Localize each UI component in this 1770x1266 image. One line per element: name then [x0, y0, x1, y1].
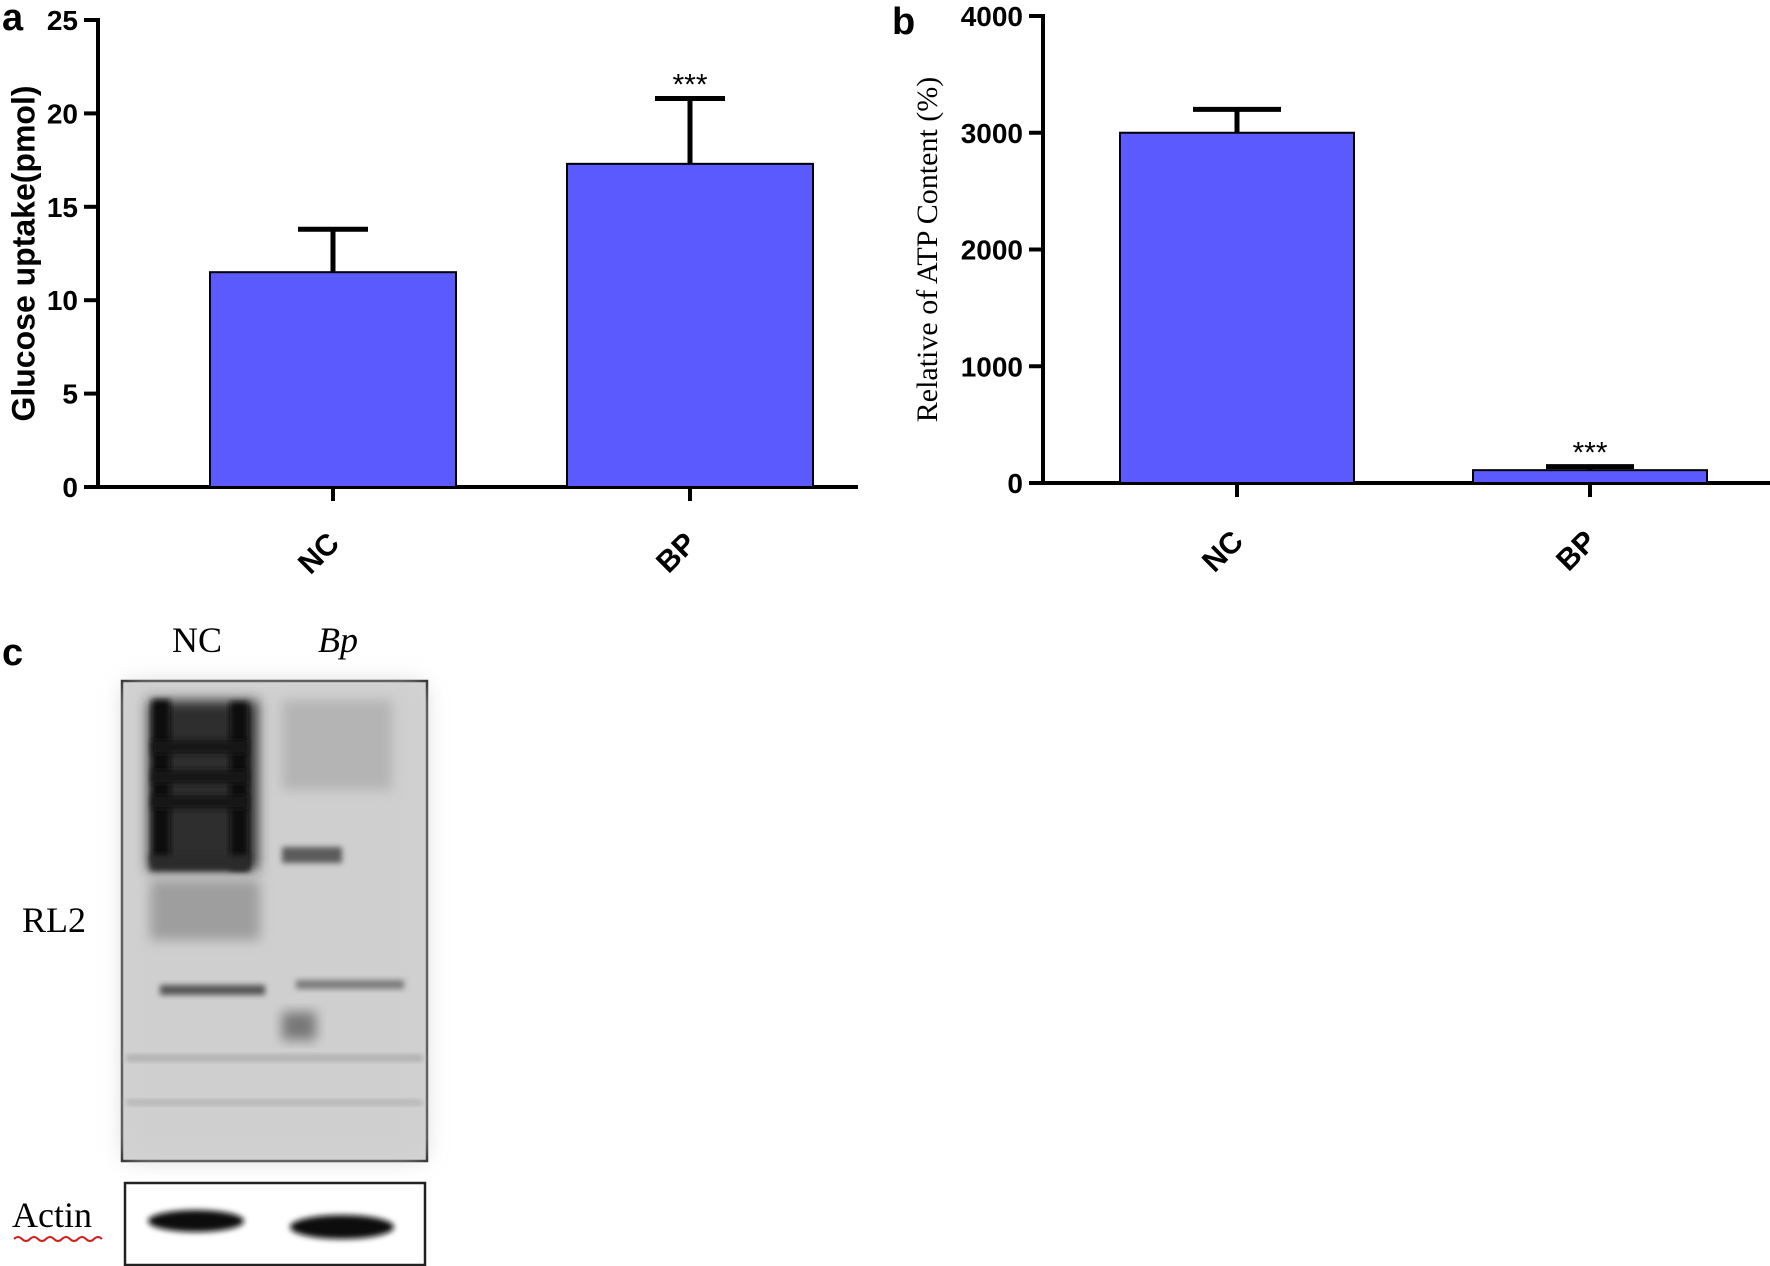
y-tick-label: 0: [62, 472, 78, 503]
panel-a-y-ticks: 0 5 10 15 20 25: [47, 5, 98, 503]
x-tick-label-nc: NC: [292, 527, 346, 581]
y-tick-label: 0: [1007, 468, 1023, 499]
lane-label-bp: Bp: [318, 620, 358, 660]
panel-a-chart: a Glucose uptake(pmol) 0 5 10 15 20 25 *** NC…: [2, 0, 858, 581]
y-tick-label: 4000: [961, 1, 1023, 32]
panel-b-chart: b Relative of ATP Content (%) 0 1000 2000 3…: [892, 1, 1770, 579]
y-tick-label: 3000: [961, 118, 1023, 149]
rl2-blot-image: [120, 679, 429, 1163]
x-tick-label-nc: NC: [1196, 525, 1250, 579]
panel-b-y-axis-label: Relative of ATP Content (%): [911, 77, 944, 423]
bar-bp: [1472, 469, 1708, 485]
panel-b-y-ticks: 0 1000 2000 3000 4000: [961, 1, 1043, 499]
y-tick-label: 25: [47, 5, 78, 36]
panel-a-bars: ***: [209, 68, 814, 488]
bar-bp: [566, 162, 814, 488]
panel-b-letter: b: [892, 1, 915, 43]
panel-a-letter: a: [2, 0, 24, 39]
panel-c-western-blot: c NC Bp RL2 Actin: [2, 620, 429, 1266]
panel-b-x-ticks: NC BP: [1196, 483, 1603, 579]
panel-a-y-axis-label: Glucose uptake(pmol): [5, 85, 41, 421]
x-tick-label-bp: BP: [650, 527, 703, 580]
y-tick-label: 2000: [961, 235, 1023, 266]
y-tick-label: 20: [47, 98, 78, 129]
bar-nc: [209, 271, 457, 488]
significance-marker: ***: [672, 68, 707, 101]
actin-blot-image: [123, 1181, 427, 1266]
significance-marker: ***: [1572, 437, 1607, 470]
panel-a-x-ticks: NC BP: [292, 487, 703, 581]
bar-nc: [1119, 131, 1355, 484]
panel-b-bars: ***: [1119, 106, 1708, 485]
row-label-rl2: RL2: [22, 900, 86, 940]
lane-label-nc: NC: [172, 620, 222, 660]
y-tick-label: 5: [62, 379, 78, 410]
x-tick-label-bp: BP: [1550, 525, 1603, 578]
y-tick-label: 1000: [961, 351, 1023, 382]
panel-c-letter: c: [2, 632, 23, 674]
y-tick-label: 10: [47, 285, 78, 316]
y-tick-label: 15: [47, 192, 78, 223]
spellcheck-underline: [13, 1236, 103, 1242]
row-label-actin: Actin: [12, 1195, 92, 1235]
